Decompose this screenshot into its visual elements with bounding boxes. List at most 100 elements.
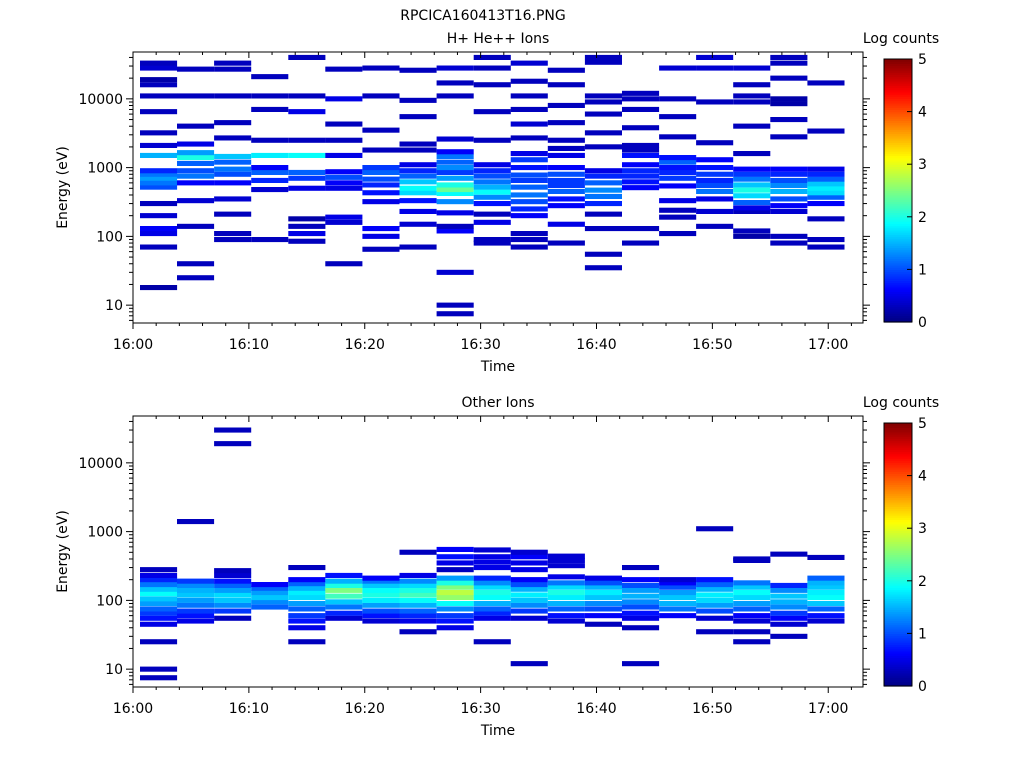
heatmap-cell: [659, 584, 697, 590]
heatmap-cell: [733, 171, 771, 177]
heatmap-cell: [177, 173, 215, 179]
heatmap-cell: [770, 96, 808, 102]
colorbar-tick-label: 0: [918, 315, 927, 331]
heatmap-cell: [584, 99, 622, 105]
colorbar-segment: [884, 493, 912, 496]
heatmap-cell: [807, 606, 845, 612]
colorbar-segment: [884, 284, 912, 288]
colorbar-segment: [884, 642, 912, 645]
heatmap-cell: [547, 553, 585, 559]
heatmap-cell: [584, 93, 622, 99]
heatmap-cell: [807, 166, 845, 172]
heatmap-cell: [436, 153, 474, 159]
panel-h-he-ions: H+ He++ Ions 16:00 16:10 16:20 16:30 16:40 16:…: [55, 31, 939, 375]
colorbar-segment: [884, 677, 912, 681]
heatmap-cell: [473, 82, 511, 88]
heatmap-cell: [770, 587, 808, 593]
heatmap-cell: [214, 166, 252, 172]
heatmap-cell: [473, 219, 511, 225]
heatmap-cell: [770, 171, 808, 177]
heatmap-cell: [140, 577, 178, 583]
heatmap-cell: [325, 66, 363, 72]
colorbar-segment: [884, 574, 912, 578]
heatmap-cell: [510, 121, 548, 127]
heatmap-cell: [622, 565, 660, 571]
heatmap-cell: [251, 74, 289, 80]
heatmap-cell: [325, 615, 363, 621]
heatmap-cell: [436, 584, 474, 590]
colorbar-segment: [884, 89, 912, 93]
colorbar-segment: [884, 199, 912, 203]
colorbar-segment: [884, 620, 912, 624]
heatmap-cell: [473, 559, 511, 565]
colorbar-segment: [884, 153, 912, 157]
heatmap-cell: [177, 582, 215, 588]
colorbar-segment: [884, 291, 912, 295]
heatmap-cell: [622, 173, 660, 179]
colorbar-segment: [884, 436, 912, 439]
heatmap-cell: [547, 102, 585, 108]
colorbar-segment: [884, 438, 912, 442]
heatmap-cell: [584, 111, 622, 117]
colorbar-segment: [884, 469, 912, 472]
heatmap-cell: [140, 180, 178, 186]
colorbar-segment: [884, 229, 912, 233]
x-tick-label: 16:40: [576, 337, 616, 353]
heatmap-cell: [325, 593, 363, 599]
heatmap-cell: [733, 629, 771, 635]
colorbar-segment: [884, 427, 912, 431]
heatmap-cell: [140, 244, 178, 250]
colorbar-segment: [884, 218, 912, 222]
heatmap-cell: [399, 592, 437, 598]
heatmap-cell: [362, 176, 400, 182]
heatmap-cell: [251, 582, 289, 588]
heatmap-cell: [510, 597, 548, 603]
heatmap-cell: [510, 554, 548, 560]
heatmap-cell: [473, 615, 511, 621]
x-tick-label: 16:10: [229, 337, 269, 353]
heatmap-cell: [696, 223, 734, 229]
heatmap-cell: [140, 201, 178, 207]
heatmap-cell: [436, 560, 474, 566]
heatmap-cell: [214, 171, 252, 177]
y-tick-label: 10: [105, 298, 123, 314]
heatmap-cell: [140, 621, 178, 627]
heatmap-cell: [770, 60, 808, 66]
heatmap-cell: [399, 208, 437, 214]
colorbar-segment: [884, 306, 912, 310]
heatmap-cell: [177, 587, 215, 593]
colorbar-segment: [884, 146, 912, 150]
heatmap-cell: [362, 592, 400, 598]
heatmap-cell: [584, 187, 622, 193]
colorbar-segment: [884, 604, 912, 608]
heatmap-cell: [584, 601, 622, 607]
colorbar-segment: [884, 144, 912, 148]
colorbar-segment: [884, 530, 912, 534]
colorbar-segment: [884, 188, 912, 192]
colorbar-segment: [884, 547, 912, 551]
heatmap-cell: [807, 176, 845, 182]
colorbar-segment: [884, 135, 912, 139]
colorbar-segment: [884, 96, 912, 100]
colorbar-segment: [884, 536, 912, 540]
heatmap-cell: [288, 590, 326, 596]
heatmap-cell: [696, 140, 734, 146]
colorbar-segment: [884, 629, 912, 632]
y-axis-label: Energy (eV): [55, 146, 71, 229]
heatmap-cell: [325, 582, 363, 588]
colorbar-segment: [884, 286, 912, 290]
heatmap-cell: [140, 582, 178, 588]
heatmap-cell: [770, 599, 808, 605]
heatmap-cell: [510, 244, 548, 250]
colorbar-tick-label: 4: [918, 105, 927, 121]
heatmap-cell: [399, 244, 437, 250]
heatmap-cell: [177, 618, 215, 624]
heatmap-cell: [473, 547, 511, 553]
heatmap-cell: [622, 106, 660, 112]
colorbar-segment: [884, 262, 912, 266]
colorbar-segment: [884, 648, 912, 652]
colorbar-segment: [884, 442, 912, 446]
heatmap-cell: [473, 162, 511, 168]
colorbar-segment: [884, 94, 912, 97]
heatmap-cell: [510, 549, 548, 555]
